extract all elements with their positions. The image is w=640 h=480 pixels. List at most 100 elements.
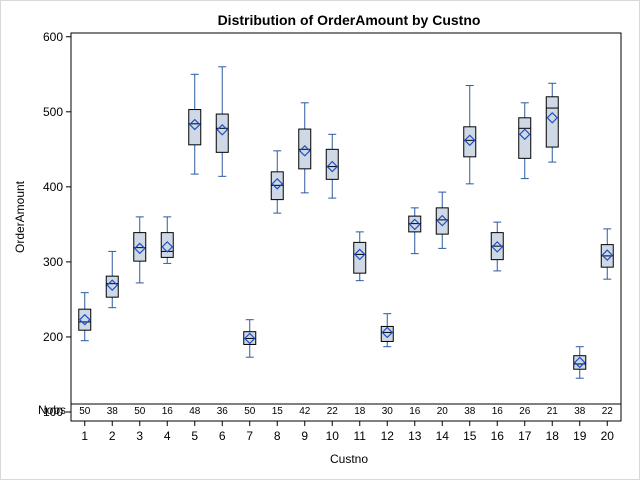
x-tick-label: 6 [219,429,226,443]
mean-marker [216,123,229,136]
x-tick-label: 12 [381,429,395,443]
x-tick-label: 2 [109,429,116,443]
y-tick-label: 200 [43,330,63,344]
x-tick-label: 5 [191,429,198,443]
x-tick-label: 14 [436,429,450,443]
mean-marker [573,356,586,369]
nobs-value: 16 [492,406,504,417]
nobs-value: 38 [464,406,476,417]
mean-marker [106,279,119,292]
x-tick-label: 10 [326,429,340,443]
x-tick-label: 9 [301,429,308,443]
mean-marker [133,242,146,255]
nobs-value: 16 [409,406,421,417]
box-6 [215,66,229,177]
box-8 [270,150,284,214]
nobs-value: 26 [519,406,531,417]
box-2 [105,250,119,309]
iqr-box [573,355,587,370]
nobs-value: 38 [574,406,586,417]
y-tick-label: 600 [43,30,63,44]
box-14 [435,191,449,249]
mean-marker [463,134,476,147]
chart-title: Distribution of OrderAmount by Custno [218,12,481,28]
nobs-value: 50 [244,406,256,417]
mean-marker [601,249,614,261]
box-9 [298,102,312,194]
iqr-box [325,148,339,180]
iqr-box [463,126,477,158]
y-tick-label: 400 [43,180,63,194]
iqr-box [545,96,559,148]
x-tick-label: 4 [164,429,171,443]
nobs-label: Nobs [38,403,66,417]
x-tick-label: 13 [408,429,422,443]
iqr-box [78,308,92,331]
x-ticks: 1 2 3 4 5 6 7 8 9 10 11 12 13 14 15 16 17 18 19 20 [81,421,614,443]
mean-marker [243,332,256,345]
box-1 [78,292,92,342]
x-tick-label: 19 [573,429,587,443]
box-13 [408,207,422,255]
box-19 [573,346,587,379]
x-tick-label: 18 [546,429,560,443]
mean-marker [161,241,174,253]
mean-marker [546,111,559,124]
nobs-value: 22 [327,406,339,417]
x-tick-label: 15 [463,429,477,443]
mean-marker [188,118,201,131]
x-tick-label: 7 [246,429,253,443]
y-tick-label: 500 [43,105,63,119]
x-tick-label: 1 [81,429,88,443]
iqr-box [133,232,147,262]
y-tick-label: 300 [43,255,63,269]
nobs-value: 36 [217,406,229,417]
iqr-box [215,113,229,153]
mean-marker [408,218,421,231]
iqr-box [160,232,174,258]
mean-marker [353,248,366,261]
iqr-box [518,117,532,159]
nobs-values: 50 38 50 16 48 36 50 15 42 22 18 30 16 20 38 16 26 21 38 22 [79,406,613,417]
mean-marker [381,326,394,339]
nobs-value: 18 [354,406,366,417]
mean-marker [491,241,504,253]
box-18 [545,82,559,163]
mean-marker [518,128,531,141]
mean-marker [271,177,284,190]
nobs-value: 38 [107,406,119,417]
mean-marker [436,214,449,227]
nobs-value: 48 [189,406,201,417]
nobs-value: 20 [437,406,449,417]
x-tick-label: 20 [601,429,615,443]
x-tick-label: 3 [136,429,143,443]
x-axis-label: Custno [330,452,368,466]
nobs-value: 50 [134,406,146,417]
mean-marker [298,144,311,157]
iqr-box [188,109,202,146]
box-17 [518,102,532,180]
boxes [78,66,614,379]
plot-area [70,32,622,422]
nobs-value: 22 [602,406,614,417]
iqr-box [353,241,367,274]
nobs-value: 42 [299,406,311,417]
x-tick-label: 17 [518,429,532,443]
iqr-box [435,207,449,235]
box-7 [243,319,257,358]
box-11 [353,231,367,282]
box-5 [188,73,202,175]
y-axis-label: OrderAmount [13,180,27,253]
nobs-value: 15 [272,406,284,417]
y-tick-label: 100 [43,405,63,419]
nobs-value: 16 [162,406,174,417]
x-tick-label: 11 [354,429,367,443]
box-20 [600,228,614,280]
box-4 [160,216,174,264]
y-ticks: 100 200 300 400 500 600 [43,30,71,419]
iqr-box [105,275,119,298]
mean-marker [78,313,91,326]
box-12 [380,313,394,348]
x-tick-label: 8 [274,429,281,443]
